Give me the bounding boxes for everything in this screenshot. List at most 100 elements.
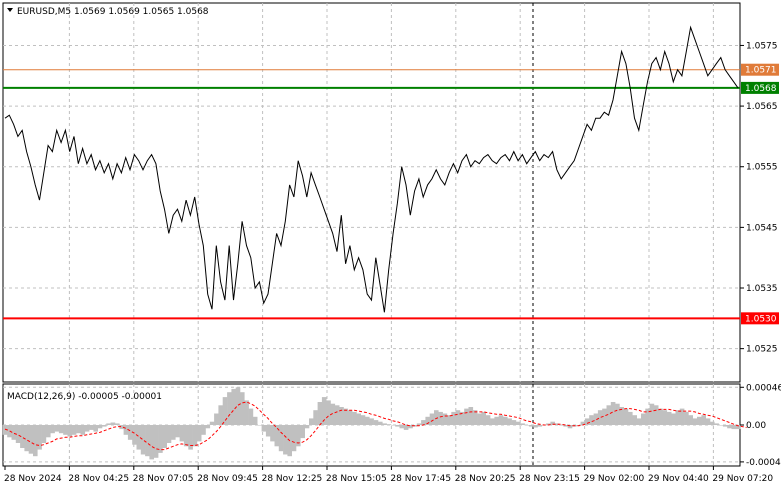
macd-bar bbox=[731, 425, 737, 430]
macd-bar bbox=[636, 418, 642, 425]
macd-bar bbox=[209, 421, 215, 425]
macd-bar bbox=[231, 388, 236, 425]
macd-bar bbox=[472, 410, 478, 425]
macd-bar bbox=[395, 425, 400, 427]
y-tick-label: 1.0555 bbox=[746, 163, 778, 173]
macd-bar bbox=[369, 418, 374, 425]
y-tick-label: 1.0535 bbox=[746, 284, 778, 294]
macd-bar bbox=[434, 410, 439, 425]
macd-bar bbox=[317, 402, 323, 425]
macd-bar bbox=[33, 425, 38, 457]
macd-bar bbox=[145, 425, 150, 457]
macd-bar bbox=[7, 425, 12, 438]
macd-bar bbox=[171, 425, 176, 440]
macd-bar bbox=[589, 415, 594, 425]
macd-bar bbox=[41, 425, 47, 443]
macd-bar bbox=[619, 407, 624, 425]
macd-bar bbox=[662, 410, 668, 425]
macd-bar bbox=[429, 413, 435, 425]
macd-bar bbox=[63, 425, 68, 435]
symbol-title: EURUSD,M5 1.0569 1.0569 1.0565 1.0568 bbox=[17, 7, 209, 17]
x-tick-label: 29 Nov 02:00 bbox=[584, 474, 645, 484]
macd-bar bbox=[507, 418, 512, 425]
macd-bar bbox=[123, 425, 129, 435]
macd-bar bbox=[533, 425, 538, 428]
macd-bar bbox=[416, 423, 422, 425]
level-lines: 1.0571 1.0568 1.0530 bbox=[3, 63, 779, 325]
macd-bar bbox=[11, 425, 17, 440]
macd-bar bbox=[671, 413, 676, 425]
macd-bar bbox=[313, 410, 318, 425]
macd-bar bbox=[356, 413, 361, 425]
macd-bar bbox=[257, 425, 262, 426]
macd-bar bbox=[227, 392, 232, 425]
macd-bar bbox=[326, 400, 331, 425]
level-price-label: 1.0530 bbox=[745, 314, 777, 324]
x-tick-label: 28 Nov 15:05 bbox=[326, 474, 387, 484]
macd-bar bbox=[623, 408, 629, 425]
macd-bar bbox=[515, 421, 521, 425]
macd-bar bbox=[300, 425, 305, 439]
macd-bar bbox=[188, 425, 193, 450]
macd-bar bbox=[218, 405, 223, 425]
macd-bar bbox=[24, 425, 29, 452]
macd-bar bbox=[296, 425, 301, 447]
macd-bar bbox=[240, 392, 245, 425]
macd-bar bbox=[520, 423, 525, 425]
macd-bar bbox=[459, 411, 465, 425]
macd-bar bbox=[421, 420, 426, 425]
macd-bar bbox=[162, 425, 167, 448]
macd-bar bbox=[688, 415, 693, 425]
macd-bar bbox=[511, 420, 517, 425]
level-price-tag bbox=[741, 81, 779, 94]
macd-bar bbox=[110, 422, 116, 425]
time-axis: 28 Nov 2024 28 Nov 04:25 28 Nov 07:05 28 No… bbox=[4, 466, 773, 484]
macd-bar bbox=[127, 425, 133, 440]
macd-bar bbox=[183, 425, 189, 447]
macd-bar bbox=[343, 408, 349, 425]
macd-bar bbox=[481, 411, 486, 425]
macd-bar bbox=[528, 425, 534, 427]
macd-bar bbox=[490, 418, 495, 425]
macd-bar bbox=[653, 405, 659, 425]
dropdown-triangle-icon[interactable] bbox=[7, 8, 13, 12]
macd-bar bbox=[378, 421, 383, 425]
macd-bar bbox=[563, 425, 568, 427]
macd-bar bbox=[584, 418, 590, 425]
macd-bar bbox=[76, 425, 81, 434]
macd-bar bbox=[140, 425, 146, 455]
macd-bar bbox=[554, 423, 560, 425]
macd-bar bbox=[58, 425, 64, 434]
macd-bar bbox=[248, 408, 254, 425]
macd-bar bbox=[28, 425, 34, 454]
macd-bar bbox=[97, 425, 103, 429]
macd-bar bbox=[106, 423, 111, 425]
macd-bar bbox=[408, 425, 413, 429]
macd-bar bbox=[196, 425, 202, 442]
macd-bar bbox=[158, 425, 163, 453]
macd-bar bbox=[114, 423, 120, 425]
macd-bar bbox=[261, 425, 267, 432]
macd-bar bbox=[610, 402, 616, 425]
macd-bar bbox=[735, 425, 741, 430]
macd-bar bbox=[166, 425, 172, 443]
y-tick-label: 1.0545 bbox=[746, 223, 778, 233]
macd-bar bbox=[718, 425, 724, 426]
macd-bar bbox=[494, 416, 499, 425]
macd-bar bbox=[498, 415, 504, 425]
macd-bar bbox=[727, 425, 732, 429]
macd-bar bbox=[658, 408, 663, 425]
macd-bar bbox=[537, 425, 543, 427]
macd-y-tick-label: 0.00 bbox=[746, 421, 766, 431]
macd-bar bbox=[580, 421, 586, 425]
macd-bar bbox=[339, 407, 344, 425]
macd-bar bbox=[697, 416, 702, 425]
macd-bar bbox=[399, 425, 405, 429]
macd-bar bbox=[201, 425, 206, 435]
macd-bar bbox=[468, 407, 474, 425]
macd-bar bbox=[701, 415, 706, 425]
macd-signal-line bbox=[4, 401, 747, 451]
level-price-tag bbox=[741, 63, 779, 76]
